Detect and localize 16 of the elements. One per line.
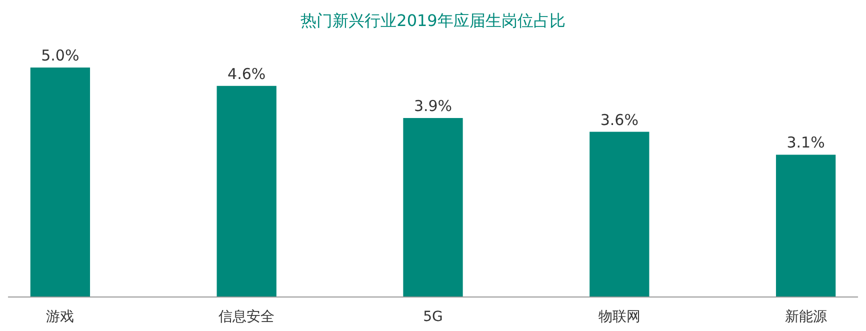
x-tick-label: 游戏 [46,309,74,325]
data-label: 3.9% [414,97,452,116]
data-label: 3.1% [786,134,825,152]
bar [776,154,836,297]
x-tick-label: 信息安全 [218,309,275,325]
bar [30,68,90,297]
x-tick-label: 新能源 [784,309,827,325]
x-tick-label: 5G [423,309,443,325]
bar [403,118,463,297]
bar [590,132,650,297]
data-label: 5.0% [41,46,80,65]
chart-title: 热门新兴行业2019年应届生岗位占比 [300,11,566,30]
data-label: 4.6% [228,64,266,83]
x-tick-label: 物联网 [598,309,640,325]
data-label: 3.6% [600,110,638,129]
bar [216,86,276,297]
